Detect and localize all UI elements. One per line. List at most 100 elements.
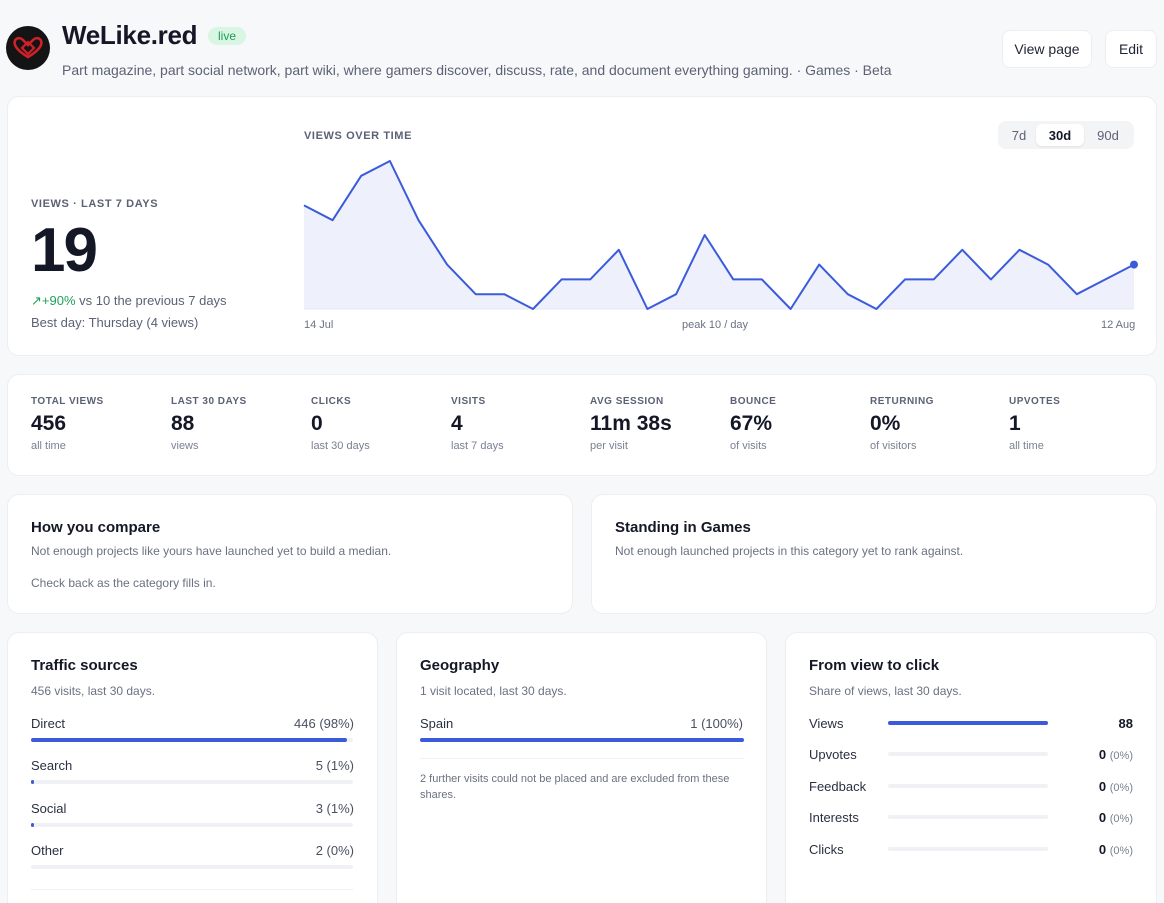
funnel-row-label: Views	[809, 716, 844, 731]
stat-bounce: BOUNCE 67% of visits	[730, 396, 776, 452]
divider	[31, 889, 353, 890]
chart-title: VIEWS OVER TIME	[304, 130, 413, 142]
traffic-row-label: Social	[31, 801, 67, 816]
funnel-pct: (0%)	[1109, 845, 1133, 857]
stat-label: TOTAL VIEWS	[31, 396, 104, 407]
stat-sub: of visitors	[870, 440, 917, 452]
views-chart	[303, 160, 1138, 310]
divider	[420, 758, 744, 759]
stat-label: AVG SESSION	[590, 396, 664, 407]
peak-label: peak 10 / day	[682, 319, 749, 331]
traffic-bar-other	[31, 865, 353, 869]
funnel-row-label: Interests	[809, 810, 859, 825]
funnel-row-value: 0 (0%)	[1099, 842, 1133, 857]
stat-label: UPVOTES	[1009, 396, 1061, 407]
funnel-bar-feedback	[888, 784, 1048, 788]
compare-line-1: Not enough projects like yours have laun…	[31, 544, 392, 558]
stat-sub: last 7 days	[451, 440, 504, 452]
geo-sub: 1 visit located, last 30 days.	[420, 684, 567, 698]
compare-title: How you compare	[31, 519, 161, 536]
standing-title: Standing in Games	[615, 519, 751, 536]
logo	[6, 26, 50, 70]
traffic-row-value: 2 (0%)	[315, 843, 354, 858]
funnel-count: 0	[1098, 842, 1107, 857]
stat-value: 11m 38s	[590, 412, 672, 435]
geo-bar-spain	[420, 738, 744, 742]
stat-visits: VISITS 4 last 7 days	[451, 396, 504, 452]
stat-total-views: TOTAL VIEWS 456 all time	[31, 396, 104, 452]
funnel-sub: Share of views, last 30 days.	[809, 684, 962, 698]
status-badge: live	[208, 27, 247, 45]
delta-percent: +90%	[41, 293, 76, 308]
traffic-row-label: Search	[31, 758, 73, 773]
edit-button[interactable]: Edit	[1105, 30, 1157, 68]
views-delta: ↗+90% vs 10 the previous 7 days	[31, 293, 227, 309]
traffic-row-value: 446 (98%)	[294, 716, 354, 731]
range-7d-button[interactable]: 7d	[1011, 127, 1027, 143]
stat-last-30-days: LAST 30 DAYS 88 views	[171, 396, 247, 452]
funnel-count: 0	[1098, 747, 1107, 762]
geo-row-value: 1 (100%)	[690, 716, 743, 731]
funnel-bar-upvotes	[888, 752, 1048, 756]
range-30d-button[interactable]: 30d	[1036, 124, 1084, 146]
funnel-row-value: 0 (0%)	[1099, 779, 1133, 794]
traffic-sources-card: Traffic sources 456 visits, last 30 days…	[7, 632, 378, 903]
stat-value: 456	[31, 412, 67, 435]
view-page-button[interactable]: View page	[1002, 30, 1092, 68]
funnel-row-label: Feedback	[809, 779, 867, 794]
traffic-title: Traffic sources	[31, 657, 138, 674]
views-point[interactable]	[1130, 260, 1138, 269]
funnel-bar-clicks	[888, 847, 1048, 851]
funnel-card: From view to click Share of views, last …	[785, 632, 1157, 903]
views-line	[303, 160, 1135, 310]
stat-returning: RETURNING 0% of visitors	[870, 396, 934, 452]
funnel-row-value: 88	[1119, 716, 1133, 731]
funnel-count: 0	[1098, 779, 1107, 794]
stat-value: 0%	[870, 412, 901, 435]
traffic-row-value: 5 (1%)	[315, 758, 354, 773]
geo-row-label: Spain	[420, 716, 454, 731]
funnel-row-label: Upvotes	[809, 747, 857, 762]
geo-title: Geography	[420, 657, 500, 674]
traffic-bar-social	[31, 823, 353, 827]
funnel-pct: (0%)	[1109, 813, 1133, 825]
traffic-row-value: 3 (1%)	[315, 801, 354, 816]
stat-label: BOUNCE	[730, 396, 777, 407]
stat-avg-session: AVG SESSION 11m 38s per visit	[590, 396, 672, 452]
traffic-row-label: Direct	[31, 716, 65, 731]
traffic-sub: 456 visits, last 30 days.	[31, 684, 156, 698]
range-selector: 7d 30d 90d	[998, 121, 1134, 149]
standing-card: Standing in Games Not enough launched pr…	[591, 494, 1157, 614]
geo-note: 2 further visits could not be placed and…	[420, 773, 730, 801]
stat-value: 67%	[730, 412, 773, 435]
delta-text: vs 10 the previous 7 days	[75, 293, 227, 308]
funnel-row-value: 0 (0%)	[1099, 810, 1133, 825]
traffic-bar-fill	[31, 823, 34, 827]
traffic-row-label: Other	[31, 843, 64, 858]
traffic-bar-search	[31, 780, 353, 784]
funnel-row-value: 0 (0%)	[1099, 747, 1133, 762]
funnel-bar-views	[888, 721, 1048, 725]
trend-up-icon: ↗	[31, 293, 42, 308]
views-card: VIEWS · LAST 7 DAYS 19 ↗+90% vs 10 the p…	[7, 96, 1157, 356]
stats-card: TOTAL VIEWS 456 all time LAST 30 DAYS 88…	[7, 374, 1157, 476]
stat-sub: all time	[1009, 440, 1044, 452]
stat-sub: per visit	[590, 440, 628, 452]
funnel-pct: (0%)	[1109, 782, 1133, 794]
best-day: Best day: Thursday (4 views)	[31, 315, 199, 330]
stat-label: LAST 30 DAYS	[171, 396, 247, 407]
x-end-label: 12 Aug	[1101, 319, 1136, 331]
stat-value: 0	[311, 412, 323, 435]
funnel-bar-interests	[888, 815, 1048, 819]
range-90d-button[interactable]: 90d	[1097, 127, 1119, 143]
funnel-pct: (0%)	[1109, 750, 1133, 762]
traffic-bar-fill	[31, 738, 347, 742]
x-start-label: 14 Jul	[304, 319, 334, 331]
views-value: 19	[31, 216, 98, 285]
page-title: WeLike.red	[62, 20, 198, 50]
stat-value: 88	[171, 412, 195, 435]
compare-card: How you compare Not enough projects like…	[7, 494, 573, 614]
traffic-bar-direct	[31, 738, 353, 742]
stat-sub: of visits	[730, 440, 767, 452]
funnel-title: From view to click	[809, 657, 940, 674]
